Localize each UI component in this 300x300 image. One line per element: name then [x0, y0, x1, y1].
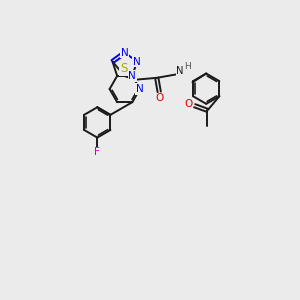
Text: F: F [94, 147, 100, 158]
Text: N: N [136, 84, 144, 94]
Text: S: S [120, 62, 127, 75]
Text: N: N [121, 48, 129, 58]
Text: H: H [184, 62, 190, 71]
Text: N: N [128, 71, 136, 81]
Text: N: N [133, 56, 141, 67]
Text: O: O [184, 99, 192, 109]
Text: N: N [176, 66, 184, 76]
Text: O: O [155, 93, 163, 103]
